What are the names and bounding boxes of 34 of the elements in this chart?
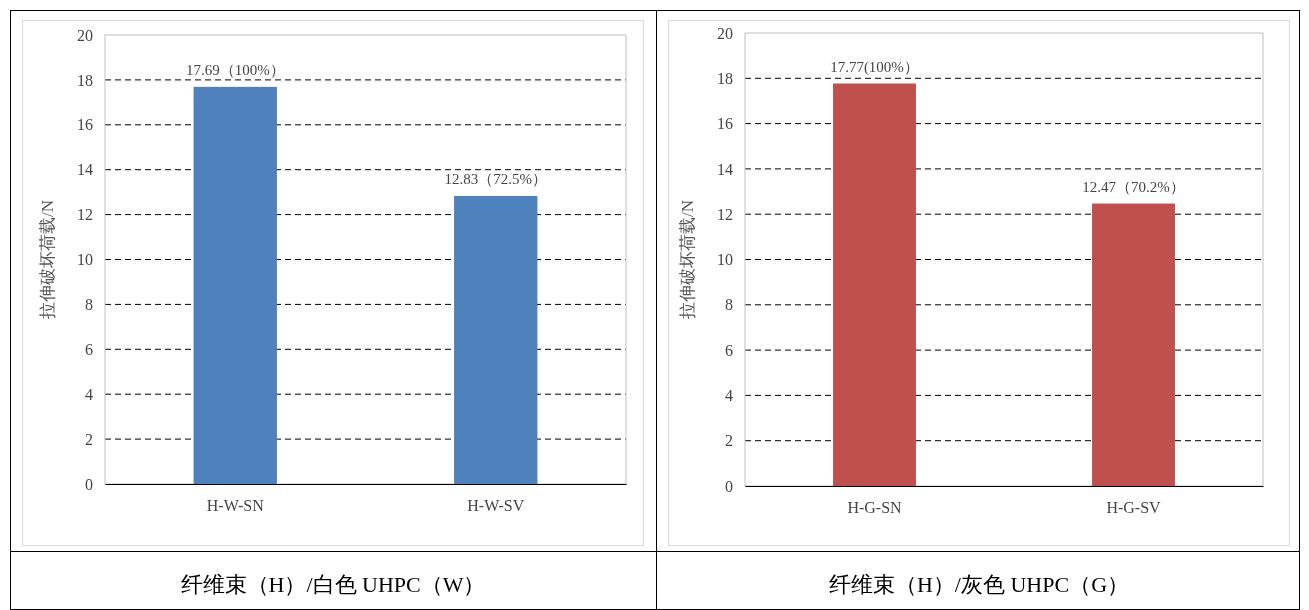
y-tick-label: 20	[717, 24, 733, 42]
y-tick-label: 2	[725, 432, 733, 450]
x-tick-label: H-W-SN	[206, 497, 265, 515]
data-label: 12.47（70.2%）	[1082, 178, 1185, 195]
data-label: 12.83（72.5%）	[444, 170, 547, 187]
data-label: 17.69（100%）	[185, 61, 285, 78]
y-tick-label: 12	[717, 205, 733, 223]
y-tick-label: 10	[77, 251, 93, 269]
x-tick-label: H-G-SV	[1106, 499, 1162, 517]
y-tick-label: 4	[725, 387, 733, 405]
y-tick-label: 8	[725, 296, 733, 314]
y-tick-label: 4	[85, 385, 93, 403]
y-tick-label: 18	[717, 69, 733, 87]
x-tick-label: H-G-SN	[847, 499, 903, 517]
y-tick-label: 14	[77, 161, 93, 179]
y-tick-label: 16	[77, 116, 93, 134]
y-tick-label: 20	[77, 26, 93, 44]
y-tick-label: 6	[85, 340, 93, 358]
y-tick-label: 6	[725, 341, 733, 359]
x-tick-label: H-W-SV	[467, 497, 525, 515]
text: 纤维束（H）/白色 UHPC（W）	[180, 572, 486, 597]
y-axis-title: 拉伸破坏荷载/N	[678, 200, 697, 319]
y-tick-label: 14	[717, 160, 733, 178]
y-tick-label: 12	[77, 206, 93, 224]
y-tick-label: 0	[85, 475, 93, 493]
text: 纤维束（H）/灰色 UHPC（G）	[828, 572, 1130, 597]
y-tick-label: 10	[717, 251, 733, 269]
y-tick-label: 0	[725, 477, 733, 495]
y-tick-label: 2	[85, 430, 93, 448]
y-tick-label: 8	[85, 296, 93, 314]
data-label: 17.77(100%）	[830, 58, 919, 76]
y-tick-label: 18	[77, 71, 93, 89]
y-tick-label: 16	[717, 115, 733, 133]
y-axis-title: 拉伸破坏荷载/N	[38, 200, 57, 319]
